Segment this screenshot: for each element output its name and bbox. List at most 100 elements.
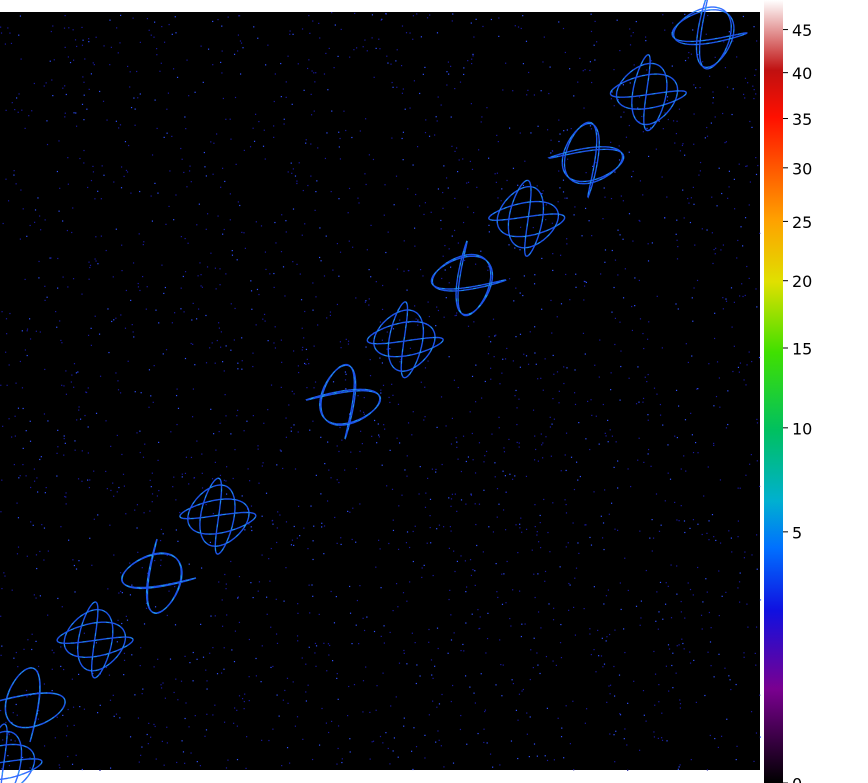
noise [415, 746, 418, 748]
noise [471, 62, 473, 65]
noise [378, 38, 380, 40]
noise [147, 743, 149, 745]
noise [534, 274, 536, 276]
noise [119, 124, 122, 126]
noise [44, 219, 46, 221]
noise [691, 297, 693, 299]
noise [574, 403, 577, 406]
noise [326, 132, 328, 134]
noise [266, 613, 268, 615]
noise [339, 341, 341, 343]
noise [66, 229, 69, 232]
noise [385, 13, 387, 15]
noise [236, 50, 239, 52]
noise [313, 345, 315, 347]
noise [564, 454, 566, 456]
noise [87, 479, 89, 481]
noise [57, 287, 59, 289]
noise [304, 223, 306, 225]
noise [37, 197, 39, 199]
noise [329, 314, 332, 317]
noise [658, 120, 660, 122]
noise [506, 560, 508, 563]
noise [220, 61, 222, 64]
noise [565, 503, 567, 506]
noise [604, 249, 607, 251]
noise [508, 127, 511, 129]
noise [194, 715, 196, 717]
noise [474, 472, 477, 474]
noise [56, 326, 58, 328]
noise [298, 505, 300, 507]
noise [333, 67, 335, 69]
noise [444, 244, 446, 247]
noise [6, 384, 8, 386]
noise [250, 505, 253, 507]
noise [625, 136, 628, 138]
noise [551, 150, 553, 152]
noise [615, 441, 617, 443]
noise [276, 527, 278, 529]
noise [38, 710, 40, 712]
noise [294, 468, 297, 470]
noise [157, 192, 159, 194]
noise [22, 208, 24, 210]
noise [558, 119, 560, 121]
noise [565, 512, 568, 514]
noise [570, 456, 573, 458]
noise [64, 46, 66, 48]
noise [733, 178, 735, 180]
noise [316, 180, 318, 182]
noise [118, 486, 120, 489]
noise [692, 29, 694, 31]
noise [579, 475, 581, 478]
noise [274, 73, 276, 75]
noise [624, 268, 626, 270]
noise [224, 394, 226, 396]
noise [209, 652, 211, 654]
noise [314, 209, 316, 211]
noise [356, 47, 358, 49]
noise [607, 589, 610, 591]
noise [161, 740, 163, 742]
noise [395, 583, 398, 585]
noise [390, 63, 392, 65]
noise [134, 391, 136, 393]
noise [437, 730, 439, 732]
noise [419, 268, 422, 271]
noise [125, 615, 127, 617]
noise [89, 479, 91, 481]
noise [255, 675, 257, 677]
noise [616, 19, 618, 21]
noise [436, 306, 438, 308]
noise [693, 659, 695, 662]
noise [57, 597, 59, 600]
noise [43, 683, 46, 685]
noise [89, 537, 91, 539]
noise [398, 662, 401, 664]
noise [568, 609, 570, 611]
noise [145, 308, 147, 310]
noise [562, 179, 565, 181]
noise [276, 694, 278, 696]
noise [121, 244, 123, 246]
noise [499, 383, 501, 385]
noise [387, 231, 389, 233]
noise [398, 505, 400, 507]
noise [161, 25, 163, 28]
noise [629, 28, 631, 30]
noise [156, 495, 159, 497]
noise [759, 736, 762, 738]
noise [501, 188, 503, 190]
noise [480, 250, 482, 252]
noise [297, 365, 299, 367]
noise [150, 736, 152, 738]
noise [52, 25, 54, 27]
noise [359, 450, 361, 453]
noise [738, 581, 741, 583]
noise [267, 340, 269, 342]
noise [175, 394, 178, 397]
noise [441, 463, 443, 466]
noise [98, 333, 101, 335]
noise [533, 459, 536, 461]
